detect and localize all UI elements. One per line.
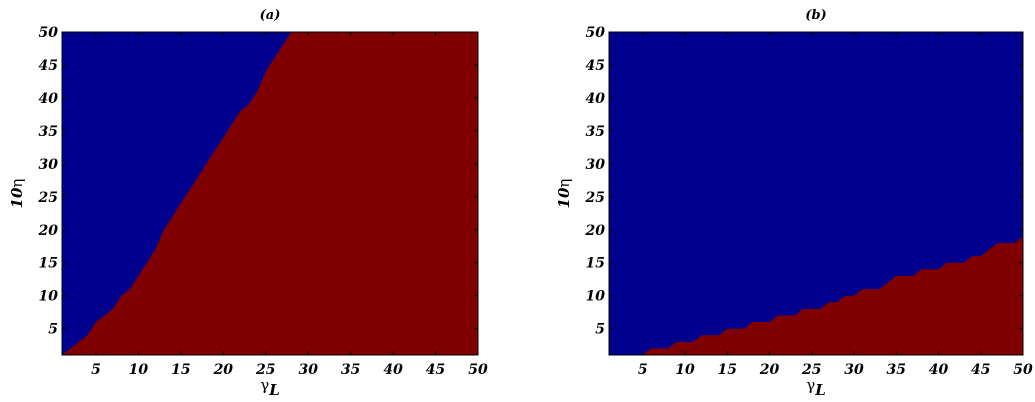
x-tick-label: 35 xyxy=(887,362,906,378)
chart-title: (a) xyxy=(260,8,281,23)
x-tick-label: 50 xyxy=(468,362,488,378)
x-tick-label: 5 xyxy=(91,362,101,378)
chart-panel-b: 5 10 15 20 25 30 35 40 45 50 5 10 15 20 25 30 35 40 45 50 (b… xyxy=(555,8,1033,399)
x-tick-label: 20 xyxy=(759,362,780,378)
x-tick-label: 40 xyxy=(929,362,949,378)
x-axis-label: γL xyxy=(806,376,826,399)
y-tick-label: 50 xyxy=(586,25,606,41)
x-tick-label: 10 xyxy=(129,362,149,378)
y-axis-label: 10η xyxy=(8,179,26,209)
x-tick-label: 25 xyxy=(801,362,821,378)
y-tick-label: 10 xyxy=(586,289,606,305)
y-tick-label: 25 xyxy=(585,190,605,206)
y-tick-label: 50 xyxy=(39,25,59,41)
y-tick-label: 40 xyxy=(39,91,59,107)
y-tick-label: 15 xyxy=(39,256,58,272)
x-tick-label: 5 xyxy=(638,362,648,378)
y-tick-label: 30 xyxy=(39,157,59,173)
y-tick-label: 5 xyxy=(595,322,605,338)
y-tick-label: 20 xyxy=(38,223,59,239)
y-tick-label: 10 xyxy=(39,289,59,305)
chart-panel-a: 5 10 15 20 25 30 35 40 45 50 5 10 15 20 25 30 35 40 45 50 (a… xyxy=(8,8,488,399)
y-tick-label: 15 xyxy=(586,256,605,272)
y-tick-label: 45 xyxy=(586,58,605,74)
region-below xyxy=(609,236,1023,355)
x-tick-label: 20 xyxy=(213,362,234,378)
x-axis-label: γL xyxy=(260,376,280,399)
y-tick-label: 40 xyxy=(586,91,606,107)
plot-frame xyxy=(61,31,479,356)
y-tick-label: 35 xyxy=(586,124,605,140)
y-tick-label: 45 xyxy=(39,58,58,74)
chart-title: (b) xyxy=(805,8,826,23)
y-tick-label: 5 xyxy=(48,322,58,338)
x-tick-label: 30 xyxy=(844,362,864,378)
x-tick-label: 30 xyxy=(298,362,318,378)
x-tick-label: 15 xyxy=(718,362,737,378)
x-tick-label: 45 xyxy=(426,362,445,378)
x-tick-label: 10 xyxy=(675,362,695,378)
y-tick-label: 30 xyxy=(586,157,606,173)
y-tick-label: 20 xyxy=(585,223,606,239)
y-axis-label: 10η xyxy=(555,179,573,209)
x-tick-label: 15 xyxy=(171,362,190,378)
x-tick-label: 40 xyxy=(383,362,403,378)
y-tick-label: 25 xyxy=(38,190,58,206)
x-tick-label: 45 xyxy=(971,362,990,378)
plot-frame xyxy=(608,31,1024,356)
x-tick-label: 25 xyxy=(255,362,275,378)
x-tick-label: 35 xyxy=(341,362,360,378)
region-below xyxy=(62,32,478,355)
x-tick-label: 50 xyxy=(1013,362,1033,378)
y-tick-label: 35 xyxy=(39,124,58,140)
